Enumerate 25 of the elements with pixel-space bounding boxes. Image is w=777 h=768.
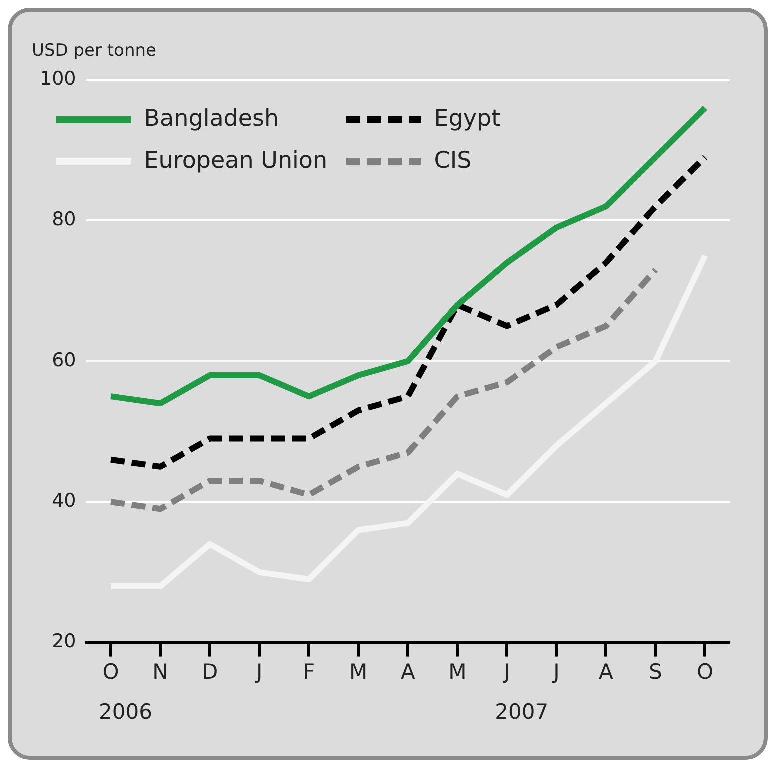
x-tick-label: A <box>599 660 614 684</box>
x-tick-label: A <box>400 660 416 684</box>
x-tick-label: N <box>152 660 168 684</box>
y-axis-title: USD per tonne <box>32 41 156 61</box>
text: 2007 <box>495 700 549 724</box>
x-tick-label: S <box>649 660 662 684</box>
x-tick-label: D <box>202 660 218 684</box>
y-tick-label: 60 <box>52 349 76 372</box>
y-tick-label: 80 <box>52 208 76 231</box>
x-tick-label: M <box>448 660 467 684</box>
x-tick-label: F <box>303 660 316 684</box>
text: 2006 <box>99 700 152 724</box>
legend-label: CIS <box>434 148 472 174</box>
x-tick-label: J <box>502 660 510 684</box>
x-tick-label: J <box>254 660 263 684</box>
x-tick-label: J <box>552 660 560 684</box>
y-tick-label: 100 <box>40 68 76 90</box>
legend-label: Bangladesh <box>144 106 280 132</box>
x-tick-label: M <box>350 660 368 684</box>
x-tick-label: O <box>696 660 714 684</box>
x-tick-label: O <box>102 660 120 684</box>
y-tick-label: 40 <box>52 490 76 512</box>
legend-label: Egypt <box>434 106 501 132</box>
legend-label: European Union <box>144 148 328 174</box>
y-tick-label: 20 <box>52 630 76 653</box>
